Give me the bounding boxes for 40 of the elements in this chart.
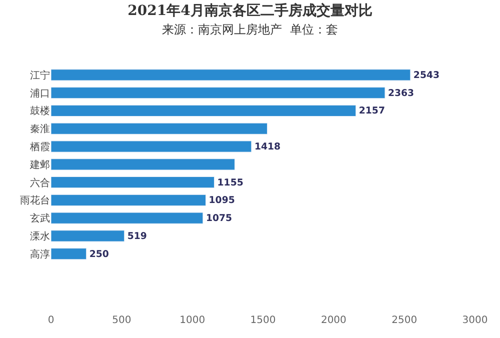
x-tick-label: 500 xyxy=(112,315,132,326)
bar xyxy=(51,69,411,81)
bar xyxy=(51,122,268,134)
x-tick-label: 1000 xyxy=(180,315,206,326)
data-label: 2543 xyxy=(413,70,440,81)
y-tick-label: 秦淮 xyxy=(30,123,50,136)
x-tick-label: 2000 xyxy=(320,315,346,326)
bar xyxy=(51,230,125,242)
data-label: 519 xyxy=(127,230,147,242)
y-tick-label: 雨花台 xyxy=(20,194,50,207)
x-tick-label: 2500 xyxy=(392,315,418,326)
data-label: 250 xyxy=(89,248,110,260)
x-tick-label: 3000 xyxy=(462,315,488,326)
bar xyxy=(51,194,206,206)
chart-title: 2021年4月南京各区二手房成交量对比 xyxy=(128,2,372,20)
data-label: 1075 xyxy=(206,213,232,224)
bar xyxy=(51,87,386,99)
bar xyxy=(51,176,214,188)
y-tick-label: 溧水 xyxy=(30,230,50,242)
bar xyxy=(51,104,356,117)
y-tick-label: 高淳 xyxy=(30,248,50,260)
bar xyxy=(51,212,204,224)
data-label: 2157 xyxy=(358,106,385,117)
y-tick-label: 玄武 xyxy=(30,212,50,225)
y-tick-label: 六合 xyxy=(30,176,50,189)
data-label: 1095 xyxy=(208,195,235,206)
y-tick-label: 建邺 xyxy=(29,158,50,171)
y-tick-label: 浦口 xyxy=(30,87,50,100)
x-tick-label: 1500 xyxy=(250,315,276,326)
y-tick-label: 栖霞 xyxy=(29,141,50,154)
bar xyxy=(51,140,252,152)
data-label: 1155 xyxy=(217,177,244,188)
bar xyxy=(51,158,235,170)
data-label: 1418 xyxy=(254,142,281,152)
y-tick-label: 鼓楼 xyxy=(30,105,50,118)
bar xyxy=(51,248,87,260)
x-tick-label: 0 xyxy=(48,315,54,326)
y-tick-label: 江宁 xyxy=(30,69,50,82)
chart-subtitle: 来源：南京网上房地产 单位：套 xyxy=(162,22,338,36)
data-label: 2363 xyxy=(388,88,414,99)
